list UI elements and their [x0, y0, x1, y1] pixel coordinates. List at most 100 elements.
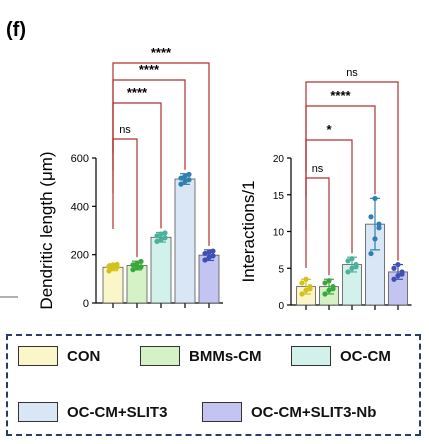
data-point: [178, 181, 184, 187]
significance-bracket: [305, 177, 330, 276]
significance-bracket: [305, 81, 399, 261]
legend-item-con: CON: [18, 346, 100, 366]
data-point: [299, 291, 305, 297]
legend: CON BMMs-CM OC-CM OC-CM+SLIT3 OC-CM+SLIT…: [6, 334, 421, 436]
significance-bracket: [112, 138, 138, 258]
data-point: [206, 249, 212, 255]
legend-item-oc-cm-slit3-nb: OC-CM+SLIT3-Nb: [202, 402, 376, 422]
data-point: [158, 237, 164, 243]
data-point: [186, 177, 192, 183]
data-point: [138, 258, 144, 265]
data-point: [110, 266, 116, 272]
data-point: [114, 261, 120, 267]
data-point: [158, 231, 164, 237]
data-point: [106, 263, 112, 269]
data-point: [210, 248, 216, 254]
data-point: [154, 233, 160, 239]
data-point: [368, 250, 374, 257]
legend-label-con: CON: [67, 347, 101, 365]
significance-label: ns: [312, 163, 324, 175]
data-point: [368, 214, 374, 220]
y-axis-label: Dendritic length (μm): [37, 151, 56, 309]
data-point: [303, 287, 309, 293]
data-point: [138, 264, 144, 270]
y-tick-label: 200: [71, 250, 89, 262]
data-point: [326, 278, 332, 284]
data-point: [353, 264, 359, 270]
data-point: [154, 238, 160, 244]
legend-swatch-oc-cm-slit3-nb: [202, 402, 242, 422]
data-point: [202, 250, 208, 257]
significance-label: ****: [127, 85, 148, 100]
data-point: [162, 235, 168, 241]
y-tick-label: 400: [71, 201, 89, 213]
significance-bracket: [112, 62, 210, 246]
data-point: [178, 175, 184, 181]
legend-swatch-oc-cm: [291, 346, 331, 366]
legend-label-bmms-cm: BMMs-CM: [189, 347, 262, 365]
data-point: [326, 287, 332, 293]
data-point: [303, 276, 309, 282]
y-axis-label: Interactions/1: [239, 180, 258, 282]
data-point: [399, 271, 405, 277]
data-point: [162, 230, 168, 236]
figure-canvas: (f) Dendritic length (μm) 0200400600ns***…: [0, 19, 412, 312]
significance-label: ns: [346, 67, 358, 79]
data-point: [134, 265, 140, 271]
data-point: [322, 280, 328, 286]
bar: [150, 236, 172, 304]
data-point: [134, 260, 140, 266]
data-point: [349, 265, 355, 271]
data-point: [299, 280, 305, 286]
y-tick-label: 5: [278, 264, 284, 275]
data-point: [182, 173, 188, 179]
legend-label-oc-cm-slit3-nb: OC-CM+SLIT3-Nb: [251, 403, 377, 421]
data-point: [395, 261, 401, 268]
significance-label: ****: [139, 62, 160, 77]
y-tick-label: 0: [83, 298, 89, 310]
legend-swatch-oc-cm-slit3: [18, 402, 58, 422]
legend-item-bmms-cm: BMMs-CM: [140, 346, 262, 366]
data-point: [130, 267, 136, 273]
bar: [102, 266, 124, 304]
legend-label-oc-cm-slit3: OC-CM+SLIT3: [67, 403, 168, 421]
data-point: [106, 268, 112, 274]
bar: [174, 178, 196, 304]
data-point: [202, 257, 208, 263]
data-point: [395, 273, 401, 279]
data-point: [345, 258, 351, 264]
legend-item-oc-cm: OC-CM: [291, 346, 391, 366]
data-point: [110, 262, 116, 268]
significance-bracket: [305, 105, 376, 196]
data-point: [372, 236, 378, 242]
y-tick-label: 0: [278, 301, 284, 312]
significance-label: ****: [151, 45, 172, 60]
data-point: [345, 269, 351, 275]
data-point: [130, 262, 136, 268]
legend-label-oc-cm: OC-CM: [340, 347, 391, 365]
legend-item-oc-cm-slit3: OC-CM+SLIT3: [18, 402, 167, 422]
bar: [198, 254, 220, 304]
significance-label: *: [326, 122, 332, 137]
data-point: [210, 253, 216, 259]
y-tick-label: 15: [273, 191, 285, 202]
y-tick-label: 600: [71, 153, 89, 165]
significance-label: ****: [330, 88, 351, 103]
significance-label: ns: [119, 124, 131, 136]
bar: [126, 265, 148, 304]
legend-swatch-bmms-cm: [140, 346, 180, 366]
chart-dendritic-length: Dendritic length (μm) 0 200 400 600 ns **** ***…: [37, 45, 223, 310]
data-point: [307, 286, 313, 292]
y-tick-label: 10: [273, 228, 285, 239]
data-point: [376, 221, 382, 227]
data-point: [182, 178, 188, 185]
data-point: [349, 256, 355, 262]
data-point: [372, 195, 378, 202]
panel-label: (f): [6, 19, 26, 41]
data-point: [391, 276, 397, 282]
data-point: [322, 291, 328, 297]
data-point: [376, 225, 382, 231]
y-tick-label: 20: [273, 154, 285, 165]
data-point: [206, 254, 212, 261]
